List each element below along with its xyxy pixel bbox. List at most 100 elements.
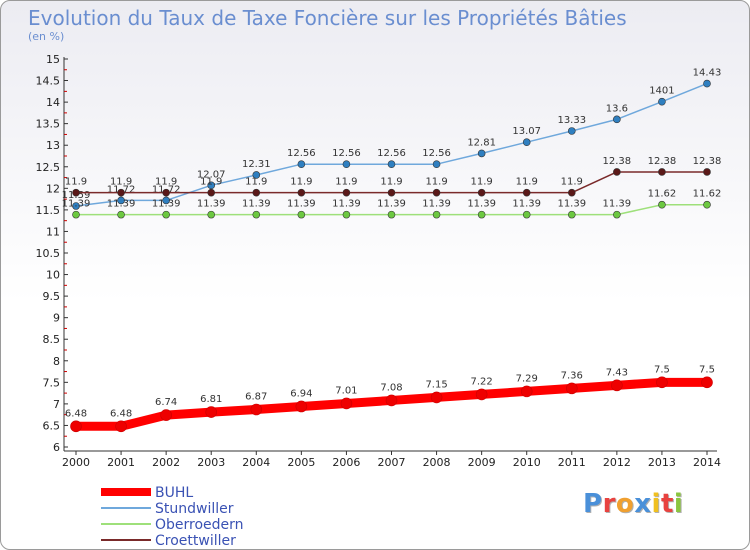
y-tick-label: 7 <box>53 398 60 411</box>
data-point-oberroedern <box>342 210 351 219</box>
proxiti-logo: Proxiti <box>583 489 684 519</box>
x-tick-label: 2008 <box>423 456 451 469</box>
data-point-buhl <box>475 388 488 401</box>
data-point-stundwiller <box>613 115 621 124</box>
y-tick-label: 11.5 <box>36 204 61 217</box>
y-tick-label: 6.5 <box>43 419 61 432</box>
data-point-oberroedern <box>72 210 80 219</box>
data-label-stundwiller: 13.33 <box>557 115 586 126</box>
data-point-stundwiller <box>252 171 261 179</box>
data-point-oberroedern <box>703 200 711 209</box>
data-label-stundwiller: 13.6 <box>606 103 628 114</box>
data-label-buhl: 6.94 <box>290 388 312 399</box>
y-tick-label: 14.5 <box>36 75 61 88</box>
y-tick-label: 8.5 <box>43 333 61 346</box>
data-point-oberroedern <box>477 210 486 219</box>
data-point-oberroedern <box>162 210 170 219</box>
y-tick-label: 13.5 <box>36 118 61 131</box>
data-label-stundwiller: 14.43 <box>693 68 722 79</box>
data-point-croettwiller <box>72 188 80 197</box>
data-label-oberroedern: 11.39 <box>603 199 632 210</box>
data-point-stundwiller <box>117 196 125 205</box>
x-tick-label: 2004 <box>242 456 270 469</box>
data-point-croettwiller <box>387 188 396 197</box>
data-point-croettwiller <box>567 188 576 197</box>
data-point-buhl <box>205 406 218 418</box>
data-label-oberroedern: 11.39 <box>467 199 496 210</box>
data-label-stundwiller: 12.56 <box>332 148 361 159</box>
data-point-buhl <box>70 420 82 433</box>
series-croettwiller: 11.9 11.9 11.9 11.9 11.9 11.9 11.9 11.9 11.9 11.9… <box>65 156 722 197</box>
y-tick-label: 12.5 <box>36 161 61 174</box>
data-label-croettwiller: 11.9 <box>245 177 267 188</box>
data-point-stundwiller <box>72 202 80 210</box>
x-tick-label: 2000 <box>62 456 90 469</box>
data-label-stundwiller: 12.07 <box>197 169 226 180</box>
data-label-buhl: 7.5 <box>699 364 715 375</box>
data-point-croettwiller <box>432 188 441 197</box>
data-point-buhl <box>520 385 533 398</box>
data-point-stundwiller <box>432 160 441 168</box>
data-point-croettwiller <box>342 188 351 197</box>
y-tick-label: 8 <box>53 355 60 368</box>
x-tick-label: 2014 <box>693 456 721 469</box>
data-point-croettwiller <box>297 188 306 197</box>
y-tick-label: 14 <box>46 96 60 109</box>
y-tick-label: 7.5 <box>43 376 61 389</box>
data-label-buhl: 7.01 <box>335 385 357 396</box>
data-label-oberroedern: 11.62 <box>693 189 722 200</box>
data-label-croettwiller: 11.9 <box>110 177 132 188</box>
data-point-oberroedern <box>522 210 531 219</box>
data-point-oberroedern <box>387 210 396 219</box>
data-point-buhl <box>565 382 578 395</box>
chart-title: Evolution du Taux de Taxe Foncière sur l… <box>28 6 627 30</box>
data-label-oberroedern: 11.39 <box>107 199 136 210</box>
data-point-croettwiller <box>162 188 170 197</box>
data-label-croettwiller: 11.9 <box>425 177 447 188</box>
data-label-oberroedern: 11.39 <box>377 199 406 210</box>
data-point-buhl <box>160 409 172 421</box>
data-point-oberroedern <box>252 210 261 219</box>
data-point-buhl <box>295 400 308 413</box>
data-label-oberroedern: 11.39 <box>422 199 451 210</box>
data-point-oberroedern <box>567 210 576 219</box>
data-label-stundwiller: 12.56 <box>377 148 406 159</box>
x-tick-label: 2009 <box>468 456 496 469</box>
y-tick-label: 9 <box>53 312 60 325</box>
data-point-croettwiller <box>477 188 486 197</box>
data-label-buhl: 7.15 <box>425 379 447 390</box>
y-tick-label: 15 <box>46 53 60 66</box>
data-label-oberroedern: 11.39 <box>152 199 181 210</box>
data-point-oberroedern <box>432 210 441 219</box>
data-label-stundwiller: 12.56 <box>422 148 451 159</box>
data-label-croettwiller: 11.9 <box>516 177 538 188</box>
y-tick-label: 10 <box>46 269 60 282</box>
legend-label-buhl: BUHL <box>155 485 193 501</box>
data-point-oberroedern <box>613 210 621 219</box>
x-tick-label: 2005 <box>287 456 315 469</box>
data-label-buhl: 7.22 <box>471 376 493 387</box>
data-point-croettwiller <box>703 168 711 176</box>
data-label-croettwiller: 11.9 <box>471 177 493 188</box>
data-point-croettwiller <box>252 188 261 197</box>
data-point-buhl <box>430 391 443 404</box>
unit-label: (en %) <box>28 30 65 43</box>
data-label-buhl: 7.43 <box>606 367 628 378</box>
x-tick-label: 2012 <box>603 456 631 469</box>
series-buhl: 6.48 6.48 6.74 6.81 6.87 6.94 7.01 7.08 7.15 7.22… <box>65 364 715 433</box>
data-point-stundwiller <box>658 97 666 106</box>
data-label-buhl: 7.5 <box>654 364 670 375</box>
data-label-croettwiller: 11.9 <box>155 177 177 188</box>
data-label-stundwiller: 12.31 <box>242 159 271 170</box>
data-point-stundwiller <box>162 196 170 205</box>
data-point-stundwiller <box>522 138 531 147</box>
data-point-buhl <box>340 397 353 410</box>
data-label-oberroedern: 11.39 <box>62 199 91 210</box>
data-label-buhl: 7.08 <box>380 382 402 393</box>
data-label-croettwiller: 12.38 <box>693 156 722 167</box>
x-tick-label: 2010 <box>513 456 541 469</box>
legend-label-stundwiller: Stundwiller <box>155 501 234 517</box>
data-point-stundwiller <box>567 127 576 135</box>
data-point-oberroedern <box>297 210 306 219</box>
data-label-croettwiller: 11.9 <box>65 177 87 188</box>
